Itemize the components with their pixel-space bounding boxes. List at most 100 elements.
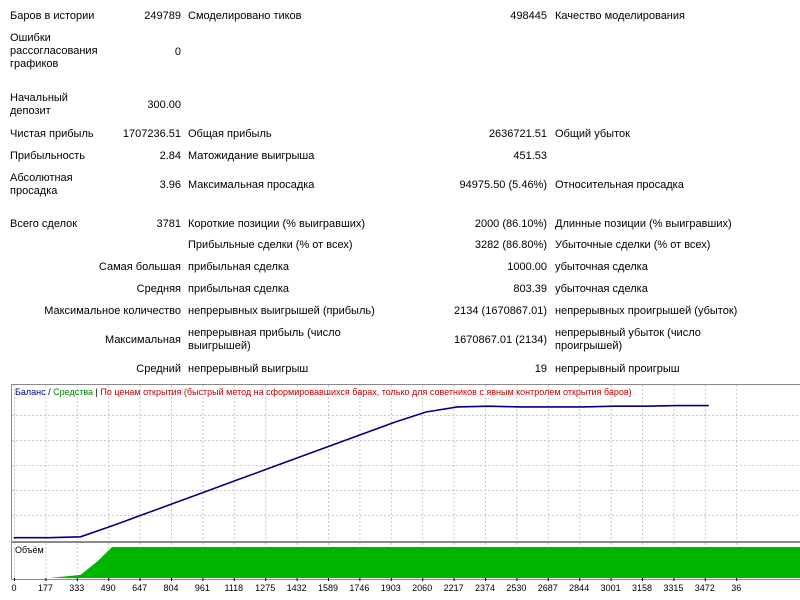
volume-chart-plot: [14, 543, 800, 579]
balance-data-point: [362, 433, 364, 435]
largest-profit-trade-value: 1000.00: [507, 261, 547, 273]
x-tick-label: 3158: [632, 583, 652, 593]
x-tick-label: 2217: [444, 583, 464, 593]
balance-data-point: [425, 411, 427, 413]
gross-profit-value: 2636721.51: [488, 128, 547, 140]
profit-trades-label: Прибыльные сделки (% от всех): [188, 239, 353, 251]
average-consecutive-losses-label: непрерывный проигрыш: [555, 363, 680, 375]
mismatched-chart-errors-label: Ошибки рассогласования графиков: [10, 32, 98, 70]
x-tick-label: 1118: [224, 583, 243, 593]
balance-data-point: [174, 502, 176, 504]
balance-data-point: [488, 405, 490, 407]
maximal-drawdown-value: 94975.50 (5.46%): [459, 179, 547, 191]
x-axis-ticks: 0 177 333 490 647 804 961 1118 1275 1432 1589 1746 1…: [11, 578, 741, 593]
balance-data-point: [80, 536, 82, 538]
x-tick-label: 804: [163, 583, 178, 593]
average-consecutive-label: Средний: [136, 363, 181, 375]
x-tick-label: 0: [11, 583, 16, 593]
volume-area: [14, 547, 800, 578]
balance-data-point: [613, 405, 615, 407]
initial-deposit-value: 300.00: [147, 99, 181, 111]
average-loss-trade-label: убыточная сделка: [555, 283, 648, 295]
modeled-ticks-label: Смоделировано тиков: [188, 10, 302, 22]
max-consecutive-wins-value: 2134 (1670867.01): [454, 305, 547, 317]
balance-data-point: [299, 456, 301, 458]
x-tick-label: 1275: [255, 583, 275, 593]
legend-balance: Баланс: [15, 387, 46, 397]
bars-in-history-label: Баров в истории: [10, 10, 95, 22]
balance-data-point: [48, 537, 51, 539]
x-tick-label: 3315: [663, 583, 683, 593]
gross-profit-label: Общая прибыль: [188, 128, 272, 140]
x-tick-label: 1589: [318, 583, 338, 593]
balance-data-point: [707, 405, 710, 407]
largest-profit-trade-label: прибыльная сделка: [188, 261, 290, 273]
legend-mode: По ценам открытия (быстрый метод на сфор…: [100, 387, 632, 397]
balance-data-point: [550, 406, 553, 408]
balance-data-point: [142, 513, 144, 515]
balance-data-point: [456, 406, 458, 408]
absolute-drawdown-value: 3.96: [159, 179, 181, 191]
largest-label: Самая большая: [98, 261, 181, 273]
modeling-quality-label: Качество моделирования: [555, 10, 685, 22]
x-tick-label: 3001: [601, 583, 621, 593]
max-consecutive-losses-label: непрерывных проигрышей (убыток): [555, 305, 738, 317]
largest-loss-trade-label: убыточная сделка: [555, 261, 648, 273]
balance-data-point: [331, 444, 333, 446]
average-consecutive-wins-value: 19: [534, 363, 547, 375]
balance-chart: Баланс / Средства | По ценам открытия (б…: [11, 384, 800, 542]
x-tick-label: 1432: [287, 583, 307, 593]
x-tick-label: 36: [731, 583, 741, 593]
max-consecutive-profit-value: 1670867.01 (2134): [454, 334, 547, 346]
bars-in-history-value: 249789: [144, 10, 181, 22]
balance-chart-plot: [12, 385, 800, 541]
x-tick-label: 2844: [569, 583, 589, 593]
legend-separator-2: |: [93, 387, 101, 397]
average-label: Средняя: [136, 283, 181, 295]
balance-data-point: [645, 405, 647, 407]
maximum-count-label: Максимальное количество: [44, 305, 181, 317]
absolute-drawdown-label: Абсолютная просадка: [10, 172, 73, 197]
balance-data-point: [519, 406, 521, 408]
balance-series-line: [14, 404, 709, 539]
profit-trades-value: 3282 (86.80%): [474, 239, 547, 251]
x-tick-label: 1903: [381, 583, 401, 593]
profit-factor-value: 2.84: [159, 150, 181, 162]
balance-data-point: [205, 490, 207, 492]
legend-equity: Средства: [53, 387, 94, 397]
balance-data-point: [394, 421, 396, 423]
balance-data-point: [111, 525, 113, 527]
x-tick-label: 490: [101, 583, 116, 593]
balance-data-point: [13, 537, 15, 539]
balance-data-point: [582, 406, 584, 408]
x-tick-label: 2530: [506, 583, 526, 593]
max-consecutive-wins-label: непрерывных выигрышей (прибыль): [188, 305, 375, 317]
x-tick-label: 177: [38, 583, 53, 593]
gross-loss-label: Общий убыток: [555, 128, 630, 140]
max-consecutive-profit-label: непрерывная прибыль (число выигрышей): [188, 327, 341, 352]
x-tick-label: 961: [195, 583, 210, 593]
x-tick-label: 3472: [695, 583, 715, 593]
mismatched-chart-errors-value: 0: [174, 46, 181, 58]
balance-data-point: [676, 405, 678, 407]
legend-separator: /: [45, 387, 54, 397]
profit-factor-label: Прибыльность: [10, 150, 85, 162]
expected-payoff-label: Матожидание выигрыша: [188, 150, 315, 162]
short-positions-label: Короткие позиции (% выигравших): [188, 218, 366, 230]
balance-data-point: [268, 467, 270, 469]
average-consecutive-wins-label: непрерывный выигрыш: [188, 363, 309, 375]
x-tick-label: 2687: [538, 583, 558, 593]
loss-trades-label: Убыточные сделки (% от всех): [555, 239, 711, 251]
total-trades-label: Всего сделок: [10, 218, 78, 230]
initial-deposit-label: Начальный депозит: [10, 92, 68, 117]
x-tick-label: 2374: [475, 583, 495, 593]
average-profit-trade-label: прибыльная сделка: [188, 283, 290, 295]
average-profit-trade-value: 803.39: [513, 283, 547, 295]
modeled-ticks-value: 498445: [510, 10, 547, 22]
maximal-label: Максимальная: [105, 334, 181, 346]
x-axis: 0 177 333 490 647 804 961 1118 1275 1432 1589 1746 1…: [0, 578, 800, 600]
x-tick-label: 647: [132, 583, 147, 593]
balance-data-point: [237, 479, 239, 481]
x-tick-label: 333: [69, 583, 84, 593]
expected-payoff-value: 451.53: [513, 150, 547, 162]
